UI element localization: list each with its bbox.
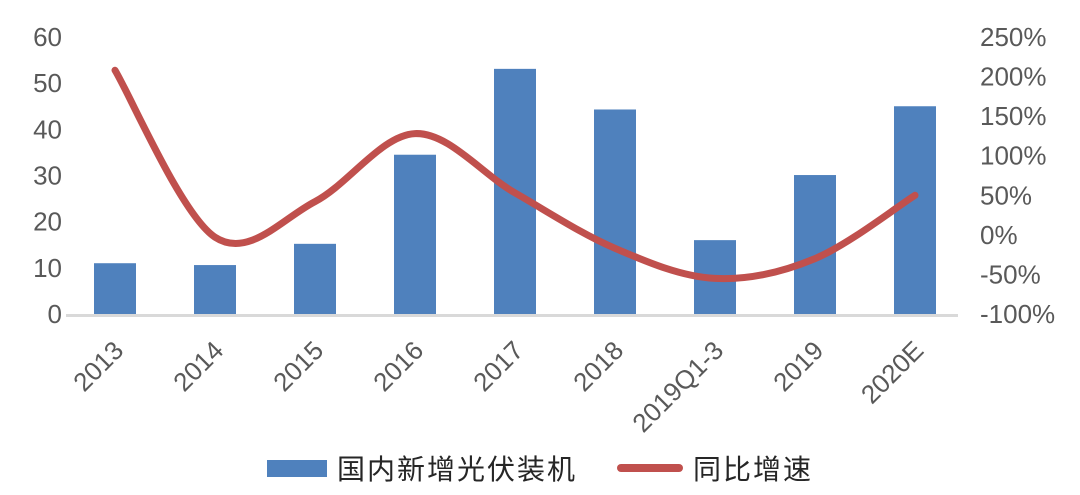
legend-item-bar-series: 国内新增光伏装机 <box>266 448 577 488</box>
right-axis-tick: 200% <box>980 62 1047 92</box>
bar-2015 <box>294 243 336 314</box>
left-axis-tick: 20 <box>33 207 62 237</box>
growth-line <box>111 66 919 283</box>
bar-series-swatch <box>266 459 327 477</box>
line-series-label: 同比增速 <box>693 453 814 486</box>
bar-series-label: 国内新增光伏装机 <box>336 453 577 486</box>
bar-2019 <box>794 175 836 314</box>
right-axis-tick: 150% <box>980 101 1047 131</box>
left-axis-tick: 60 <box>33 22 62 52</box>
x-axis-label-2019Q1-3: 2019Q1-3 <box>626 335 729 438</box>
left-axis-tick: 40 <box>33 114 62 144</box>
x-axis-label-2018: 2018 <box>567 335 629 397</box>
right-axis-tick: -50% <box>980 259 1041 289</box>
x-axis-label-2017: 2017 <box>467 335 529 397</box>
bar-2016 <box>394 154 436 314</box>
line-series-swatch <box>617 464 683 472</box>
x-axis-label-2014: 2014 <box>167 335 229 397</box>
x-axis-label-2020E: 2020E <box>855 335 929 409</box>
x-axis-label-2019: 2019 <box>767 335 829 397</box>
right-axis-tick: 250% <box>980 22 1047 52</box>
left-axis-tick: 30 <box>33 161 62 191</box>
right-axis-tick: 50% <box>980 180 1032 210</box>
x-axis-label-2016: 2016 <box>367 335 429 397</box>
left-axis-tick: 10 <box>33 253 62 283</box>
left-axis-tick: 0 <box>48 299 62 329</box>
right-axis-tick: 100% <box>980 141 1047 171</box>
bar-2013 <box>94 263 136 314</box>
legend: 国内新增光伏装机 同比增速 <box>0 448 1080 488</box>
bar-2020E <box>894 106 936 314</box>
right-axis-tick: 0% <box>980 220 1018 250</box>
x-axis-label-2015: 2015 <box>267 335 329 397</box>
right-axis-tick: -100% <box>980 299 1055 329</box>
legend-item-line-series: 同比增速 <box>617 448 813 488</box>
bar-2014 <box>194 265 236 314</box>
left-axis-tick: 50 <box>33 68 62 98</box>
chart-svg: 0 10 20 30 40 50 60 250% 200% 150% 100% 50% 0% -50% -1… <box>33 22 1055 438</box>
bar-2018 <box>594 109 636 315</box>
x-axis-label-2013: 2013 <box>67 335 129 397</box>
